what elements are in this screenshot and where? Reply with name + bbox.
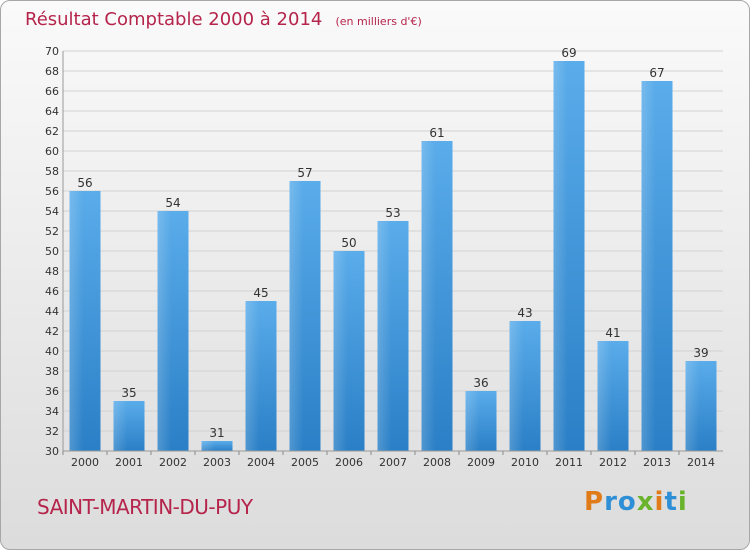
x-tick-label: 2008 — [423, 456, 451, 469]
bar-highlight — [553, 61, 568, 451]
bar-highlight — [377, 221, 392, 451]
x-tick-label: 2014 — [687, 456, 715, 469]
y-tick-label: 50 — [45, 245, 59, 258]
bar-highlight — [465, 391, 480, 451]
x-tick-label: 2005 — [291, 456, 319, 469]
y-tick-label: 64 — [45, 105, 59, 118]
logo-letter: o — [617, 487, 637, 517]
bar-value-label: 50 — [341, 236, 356, 250]
bar-value-label: 41 — [605, 326, 620, 340]
bar-highlight — [509, 321, 524, 451]
bar-highlight — [597, 341, 612, 451]
chart-title-row: Résultat Comptable 2000 à 2014 (en milli… — [25, 9, 422, 30]
chart-title: Résultat Comptable 2000 à 2014 — [25, 9, 323, 30]
bar-highlight — [201, 441, 216, 451]
bar-value-label: 67 — [649, 66, 664, 80]
y-tick-label: 66 — [45, 85, 59, 98]
x-tick-label: 2004 — [247, 456, 275, 469]
y-tick-label: 38 — [45, 365, 59, 378]
bar-value-label: 56 — [77, 176, 92, 190]
y-tick-label: 58 — [45, 165, 59, 178]
x-tick-label: 2000 — [71, 456, 99, 469]
bar-value-label: 57 — [297, 166, 312, 180]
y-tick-label: 52 — [45, 225, 59, 238]
bar-highlight — [421, 141, 436, 451]
x-tick-label: 2011 — [555, 456, 583, 469]
bar-value-label: 54 — [165, 196, 180, 210]
chart-unit-note: (en milliers d'€) — [335, 15, 422, 28]
y-tick-label: 62 — [45, 125, 59, 138]
x-tick-label: 2007 — [379, 456, 407, 469]
bar-value-label: 69 — [561, 46, 576, 60]
x-tick-label: 2013 — [643, 456, 671, 469]
y-tick-label: 54 — [45, 205, 59, 218]
bar-highlight — [157, 211, 172, 451]
y-tick-label: 44 — [45, 305, 59, 318]
bar-highlight — [685, 361, 700, 451]
bar-highlight — [289, 181, 304, 451]
bar-value-label: 31 — [209, 426, 224, 440]
bar-value-label: 35 — [121, 386, 136, 400]
logo-letter: i — [677, 487, 688, 517]
bar-value-label: 43 — [517, 306, 532, 320]
logo-letter: t — [664, 487, 678, 517]
bar-value-label: 39 — [693, 346, 708, 360]
y-tick-label: 46 — [45, 285, 59, 298]
y-tick-label: 42 — [45, 325, 59, 338]
logo-letter: P — [584, 487, 605, 517]
y-tick-label: 32 — [45, 425, 59, 438]
logo-letter: x — [636, 487, 655, 517]
logo-letter: r — [604, 487, 618, 517]
x-tick-label: 2002 — [159, 456, 187, 469]
y-tick-label: 48 — [45, 265, 59, 278]
proxiti-logo: Proxiti — [584, 487, 688, 517]
y-tick-label: 30 — [45, 445, 59, 458]
x-tick-label: 2001 — [115, 456, 143, 469]
x-tick-label: 2010 — [511, 456, 539, 469]
bar-value-label: 53 — [385, 206, 400, 220]
bar-value-label: 61 — [429, 126, 444, 140]
y-tick-label: 70 — [45, 45, 59, 58]
y-tick-label: 56 — [45, 185, 59, 198]
bar-highlight — [641, 81, 656, 451]
x-tick-label: 2012 — [599, 456, 627, 469]
logo-letter: i — [654, 487, 665, 517]
y-tick-label: 68 — [45, 65, 59, 78]
bar-value-label: 36 — [473, 376, 488, 390]
bar-highlight — [113, 401, 128, 451]
y-tick-label: 36 — [45, 385, 59, 398]
bar-highlight — [69, 191, 84, 451]
x-tick-label: 2009 — [467, 456, 495, 469]
y-tick-label: 40 — [45, 345, 59, 358]
y-tick-label: 60 — [45, 145, 59, 158]
bar-value-label: 45 — [253, 286, 268, 300]
x-tick-label: 2006 — [335, 456, 363, 469]
bar-highlight — [245, 301, 260, 451]
bar-2003 — [201, 441, 233, 451]
x-tick-label: 2003 — [203, 456, 231, 469]
y-tick-label: 34 — [45, 405, 59, 418]
bar-highlight — [333, 251, 348, 451]
commune-name: SAINT-MARTIN-DU-PUY — [37, 495, 253, 519]
